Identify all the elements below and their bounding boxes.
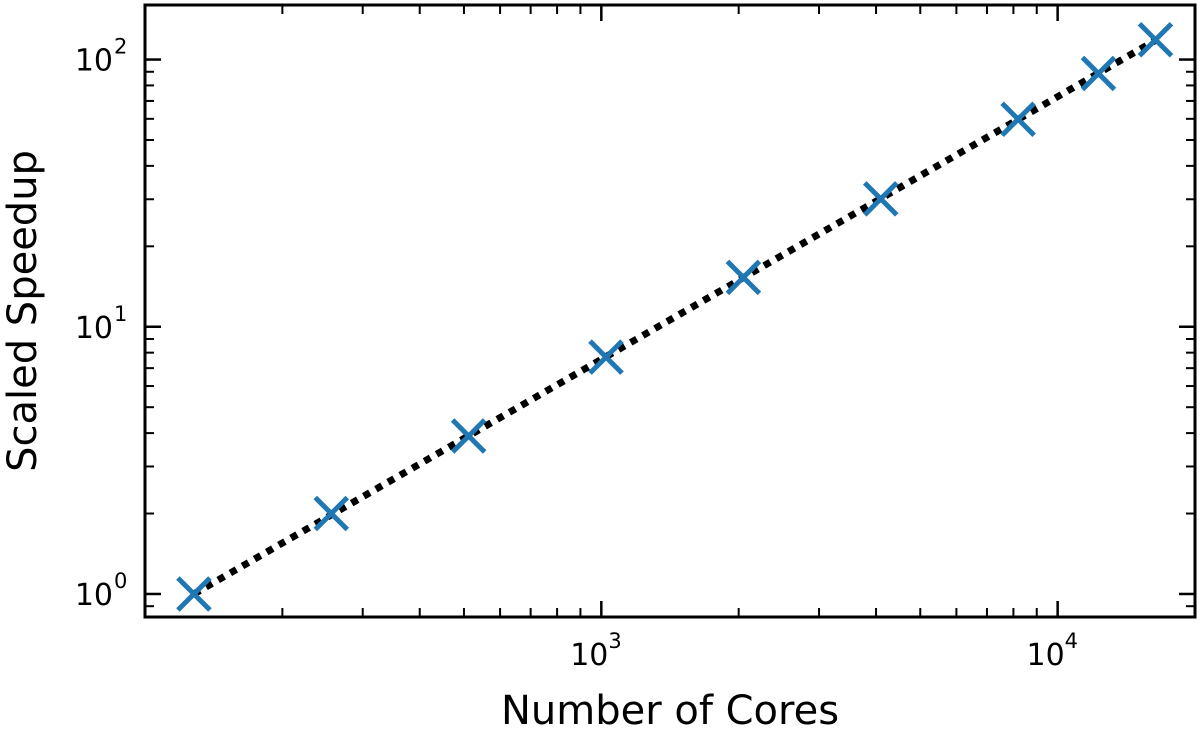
x-tick-labels: 10 3 10 4 (570, 629, 1078, 673)
data-point-marker (1000, 101, 1036, 137)
plot-frame (143, 3, 1197, 619)
y-tick-exponent: 0 (114, 569, 127, 593)
x-tick-label: 10 (1027, 638, 1065, 673)
data-point-marker (176, 576, 212, 612)
y-tick-label: 10 (75, 578, 113, 613)
x-axis-label: Number of Cores (501, 688, 839, 732)
y-tick-label: 10 (75, 44, 113, 79)
data-point-marker (725, 259, 762, 296)
y-axis-label: Scaled Speedup (0, 150, 46, 472)
data-point-marker (588, 339, 624, 375)
fit-line (192, 37, 1158, 598)
data-markers (176, 21, 1174, 612)
fit-line-path (192, 37, 1158, 598)
data-point-marker (450, 418, 487, 454)
x-tick-exponent: 3 (608, 629, 621, 653)
major-ticks (145, 5, 1195, 617)
x-tick-label: 10 (570, 638, 608, 673)
x-tick-exponent: 4 (1065, 629, 1078, 653)
data-point-marker (313, 495, 350, 532)
y-tick-exponent: 2 (114, 35, 127, 59)
data-point-marker (1137, 21, 1174, 58)
y-tick-label: 10 (75, 311, 113, 346)
y-tick-exponent: 1 (114, 302, 127, 326)
minor-ticks (145, 5, 1195, 617)
data-point-marker (862, 181, 899, 217)
data-point-marker (1080, 55, 1117, 92)
